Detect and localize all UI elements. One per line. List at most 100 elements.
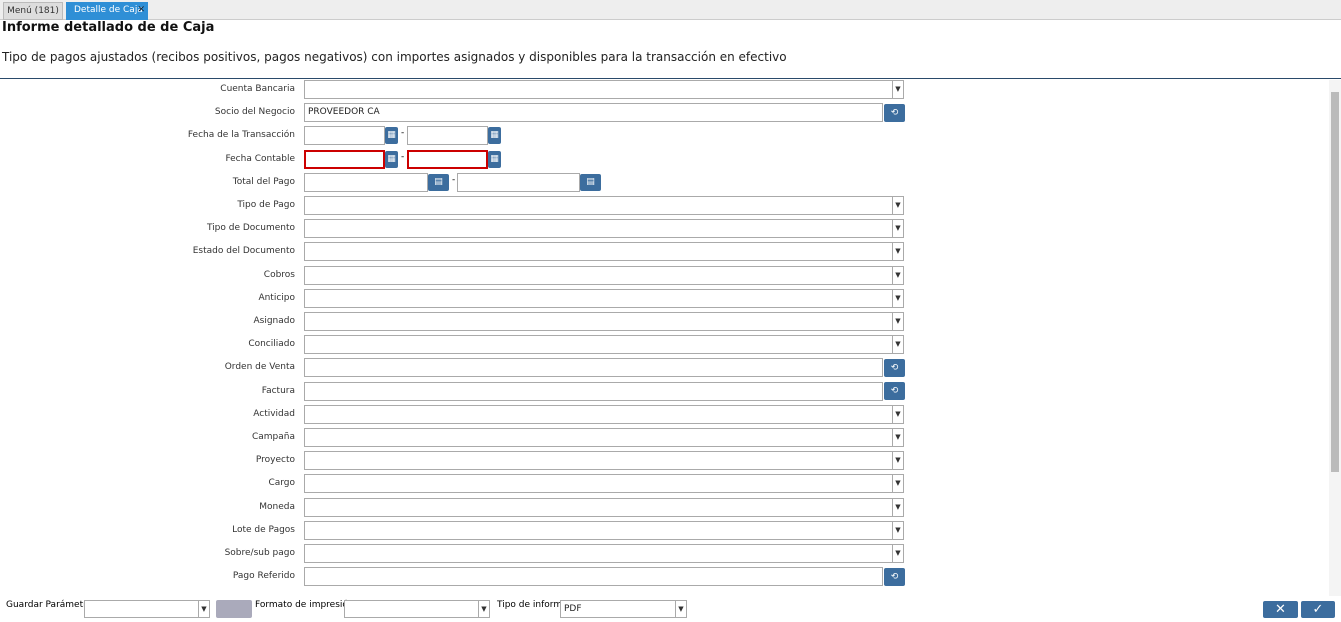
search-button[interactable]: ⟲	[884, 358, 905, 377]
select[interactable]: ▼	[304, 288, 904, 308]
separator: -	[452, 174, 456, 185]
date-input[interactable]	[304, 126, 385, 146]
select[interactable]: ▼	[304, 451, 904, 471]
delete-button[interactable]	[216, 600, 252, 618]
arrow: ▼	[675, 601, 686, 618]
arrow: ▼	[892, 289, 903, 307]
field-label: Cobros	[263, 269, 295, 280]
field-label: Pago Referido	[232, 571, 295, 582]
search-input[interactable]	[304, 567, 883, 587]
select[interactable]: ▼	[304, 312, 904, 331]
select[interactable]: ▼	[304, 428, 904, 447]
select[interactable]: ▼	[304, 544, 904, 563]
field-label: Conciliado	[248, 339, 295, 350]
select[interactable]: ▼	[304, 520, 904, 540]
arrow: ▼	[892, 336, 903, 354]
tab-close[interactable]: ✕	[137, 5, 145, 15]
arrow: ▼	[478, 601, 489, 618]
amount-input[interactable]	[457, 172, 580, 192]
search-input[interactable]	[304, 381, 883, 401]
ok-button[interactable]: ✓	[1301, 601, 1335, 618]
select[interactable]: ▼	[344, 600, 490, 618]
select[interactable]: ▼	[304, 265, 904, 285]
date-button[interactable]: ▦	[488, 127, 501, 145]
field-label: Total del Pago	[232, 176, 295, 187]
date-button[interactable]: ▦	[385, 150, 398, 168]
tab-label: Detalle de Caja	[74, 5, 143, 15]
arrow: ▼	[892, 266, 903, 284]
field-label: Estado del Documento	[192, 246, 295, 257]
select[interactable]: ▼	[84, 600, 210, 618]
search-input[interactable]: PROVEEDOR CA	[304, 103, 883, 123]
divider	[0, 78, 1341, 79]
select[interactable]: ▼	[304, 242, 904, 262]
select[interactable]: ▼	[304, 497, 904, 517]
value: PROVEEDOR CA	[308, 107, 380, 118]
field-label: Moneda	[259, 501, 295, 512]
field-label: Campaña	[251, 432, 295, 442]
arrow: ▼	[892, 313, 903, 330]
arrow: ▼	[892, 475, 903, 493]
description: Tipo de pagos ajustados (recibos positiv…	[2, 50, 787, 64]
arrow: ▼	[892, 405, 903, 423]
arrow: ▼	[892, 220, 903, 238]
calc-button[interactable]: ▤	[580, 173, 601, 191]
field-label: Tipo de Documento	[206, 223, 295, 234]
scrollbar[interactable]	[1329, 80, 1341, 596]
tab[interactable]: Menú (181)	[3, 2, 63, 20]
arrow: ▼	[892, 81, 903, 98]
arrow: ▼	[892, 498, 903, 516]
arrow: ▼	[892, 545, 903, 562]
field-label: Orden de Venta	[224, 362, 295, 373]
value: PDF	[564, 604, 582, 614]
arrow: ▼	[892, 452, 903, 470]
field-label: Asignado	[253, 316, 296, 326]
select[interactable]: ▼	[304, 335, 904, 355]
select[interactable]: ▼	[304, 196, 904, 215]
date-input[interactable]	[407, 149, 488, 169]
field-label: Cuenta Bancaria	[220, 84, 295, 94]
select[interactable]: ▼	[304, 80, 904, 99]
title: Informe detallado de de Caja	[2, 20, 215, 35]
arrow: ▼	[892, 429, 903, 446]
field-label: Sobre/sub pago	[224, 548, 295, 558]
separator: -	[401, 151, 405, 162]
calc-button[interactable]: ▤	[428, 173, 449, 191]
field-label: Fecha Contable	[225, 153, 295, 164]
date-button[interactable]: ▦	[488, 150, 501, 168]
field-label: Cargo	[268, 478, 295, 489]
arrow: ▼	[892, 243, 903, 261]
field-label: Socio del Negocio	[214, 107, 295, 118]
tab-bar	[0, 0, 1341, 20]
separator: -	[401, 128, 405, 139]
label: Guardar Parámetro	[6, 600, 93, 610]
date-input[interactable]	[407, 126, 488, 146]
select[interactable]: ▼	[304, 404, 904, 424]
amount-input[interactable]	[304, 172, 428, 192]
date-button[interactable]: ▦	[385, 127, 398, 145]
field-label: Tipo de Pago	[237, 200, 295, 210]
date-input[interactable]	[304, 149, 385, 169]
footer: Guardar Parámetro ▼ Formato de impresión…	[0, 596, 1341, 622]
arrow: ▼	[198, 601, 209, 618]
select[interactable]: ▼	[304, 474, 904, 494]
cancel-button[interactable]: ✕	[1263, 601, 1298, 618]
tab-active[interactable]: Detalle de Caja ✕	[66, 2, 148, 20]
arrow: ▼	[892, 521, 903, 539]
search-button[interactable]: ⟲	[884, 382, 905, 401]
arrow: ▼	[892, 197, 903, 214]
search-button[interactable]: ⟲	[884, 567, 905, 586]
field-label: Proyecto	[255, 455, 295, 466]
field-label: Factura	[261, 385, 295, 396]
field-label: Fecha de la Transacción	[187, 130, 295, 141]
scroll-thumb[interactable]	[1331, 92, 1339, 472]
label: Formato de impresión	[255, 600, 354, 610]
search-input[interactable]	[304, 358, 883, 378]
search-button[interactable]: ⟲	[884, 103, 905, 122]
select[interactable]: ▼	[304, 219, 904, 239]
label: Tipo de informe	[497, 600, 568, 610]
field-label: Lote de Pagos	[232, 524, 295, 535]
field-label: Anticipo	[258, 292, 295, 303]
select[interactable]: PDF ▼	[560, 600, 687, 618]
